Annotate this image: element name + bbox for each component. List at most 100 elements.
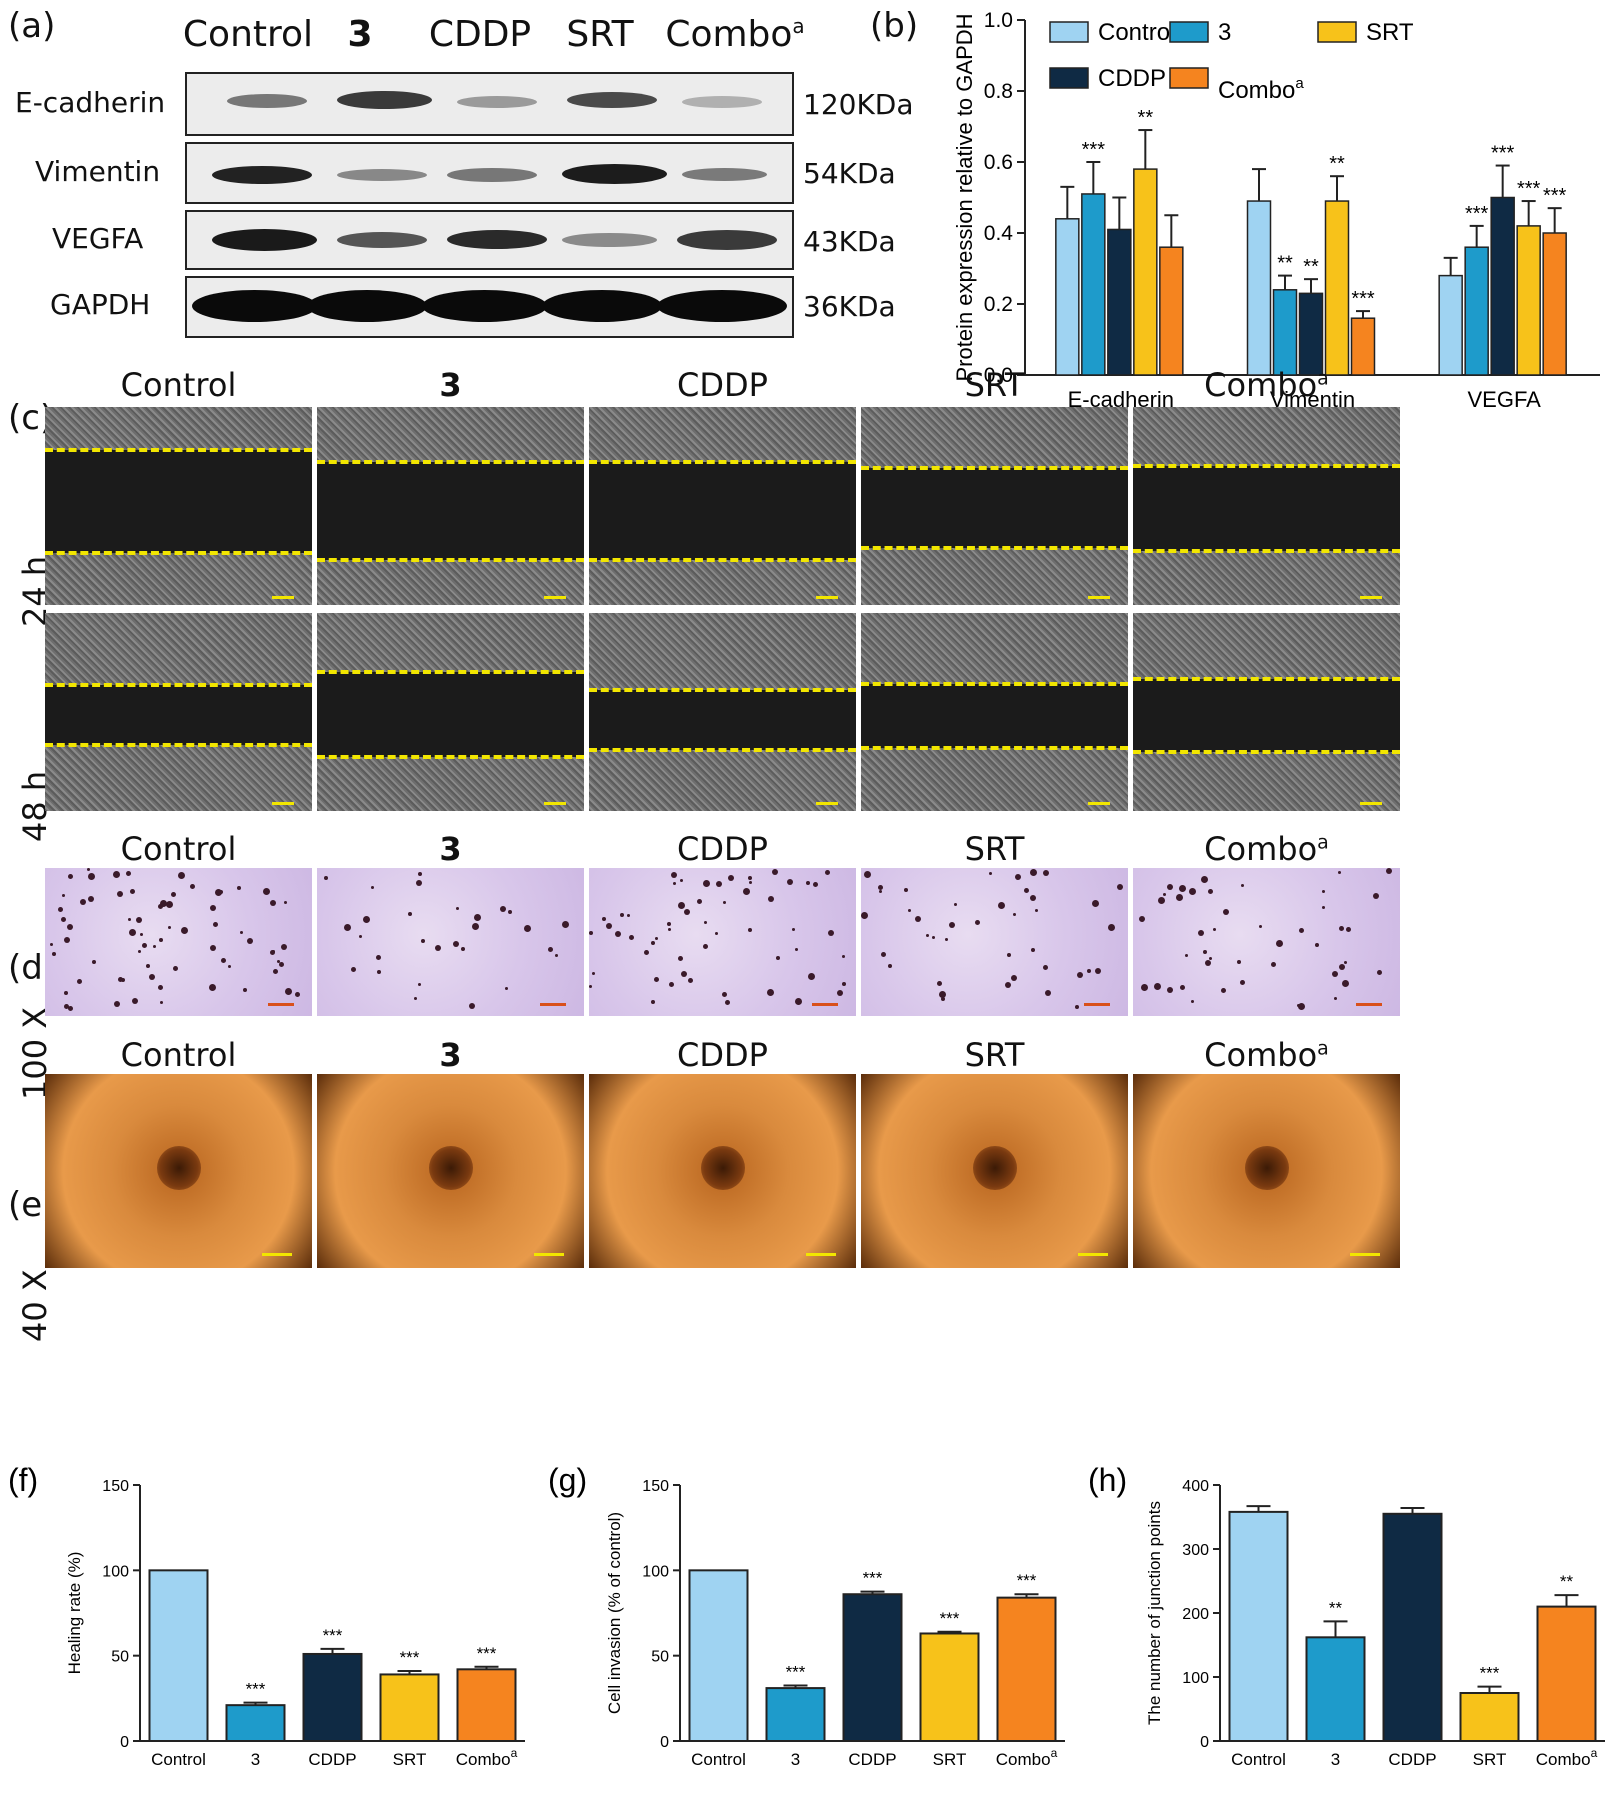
scale-bar (816, 596, 838, 599)
invaded-cell (684, 909, 690, 915)
invaded-cell (344, 924, 351, 931)
scratch-edge-line (45, 448, 312, 452)
invaded-cell (64, 991, 68, 995)
chart-b-ytick-label: 0.0 (984, 364, 1013, 387)
chart-b-sig: *** (1465, 203, 1489, 225)
invaded-cell (1179, 885, 1186, 892)
scale-bar (1350, 1253, 1380, 1256)
invaded-cell (1075, 1005, 1079, 1009)
wb-protein-vegfa: VEGFA (52, 222, 144, 255)
invaded-cell (1271, 962, 1276, 967)
invaded-cell (472, 923, 479, 930)
invaded-cell (795, 998, 802, 1005)
wb-band (447, 230, 547, 249)
invaded-cell (1180, 985, 1185, 990)
invaded-cell (1013, 913, 1016, 916)
chart-f-category: 3 (251, 1750, 260, 1769)
chart-f-category: Control (151, 1750, 206, 1769)
invaded-cell (949, 922, 955, 928)
invaded-cell (113, 871, 120, 878)
invaded-cell (1201, 876, 1208, 883)
scratch-image-24h-cddp (589, 407, 856, 605)
scratch-col-combo: Comboa (1204, 366, 1329, 404)
invaded-cell (806, 881, 810, 885)
invaded-cell (673, 882, 676, 885)
wb-kda-120: 120KDa (803, 88, 914, 121)
invaded-cell (88, 873, 95, 880)
wb-band (682, 96, 762, 108)
wb-kda-36: 36KDa (803, 290, 896, 323)
scratch-image-24h-control (45, 407, 312, 605)
invaded-cell (828, 930, 834, 936)
tube-center-cluster (1244, 1146, 1289, 1190)
invaded-cell (237, 886, 241, 890)
invaded-cell (989, 872, 992, 875)
invaded-cell (88, 896, 94, 902)
invaded-cell (975, 920, 980, 925)
tube-image-three (317, 1074, 584, 1268)
scratch-edge-line (45, 683, 312, 687)
invaded-cell (681, 971, 687, 977)
invaded-cell (363, 916, 370, 923)
invaded-cell (723, 901, 726, 904)
scratch-edge-line (861, 546, 1128, 550)
invaded-cell (767, 989, 774, 996)
invaded-cell (130, 889, 135, 894)
invaded-cell (842, 982, 846, 986)
chart-f-category: SRT (393, 1750, 427, 1769)
invaded-cell (1163, 893, 1166, 896)
invaded-cell (1158, 897, 1165, 904)
invaded-cell (1241, 884, 1244, 887)
tube-col-srt: SRT (964, 1036, 1025, 1074)
chart-b-bar-three (1272, 289, 1298, 376)
invaded-cell (787, 879, 793, 885)
invaded-cell (1030, 869, 1037, 876)
invaded-cell (1030, 895, 1036, 901)
chart-b-sig: ** (1277, 253, 1293, 275)
invaded-cell (1346, 927, 1351, 932)
chart-b-legend-swatch-srt (1317, 21, 1357, 43)
chart-b-legend-label-combo: Comboa (1218, 75, 1304, 104)
chart-b-bar-combo (1159, 246, 1184, 376)
invaded-cell (210, 945, 216, 951)
invaded-cell (1298, 1003, 1305, 1010)
invaded-cell (277, 960, 280, 963)
invaded-cell (998, 902, 1005, 909)
invaded-cell (1299, 928, 1304, 933)
invaded-cell (126, 871, 131, 876)
scratch-wound-gap (317, 672, 584, 757)
invaded-cell (221, 958, 226, 963)
invaded-cell (1108, 924, 1115, 931)
chart-b-bar-combo (1542, 232, 1567, 376)
invaded-cell (939, 991, 946, 998)
chart-h-bar-three (1305, 1636, 1366, 1743)
chart-b-ytick-label: 0.2 (984, 293, 1013, 316)
invaded-cell (129, 929, 136, 936)
invaded-cell (813, 882, 818, 887)
invaded-cell (68, 1006, 73, 1011)
invaded-cell (1339, 926, 1344, 931)
invaded-cell (279, 962, 284, 967)
wb-band (337, 91, 432, 109)
invaded-cell (1043, 870, 1049, 876)
wb-lane-cddp: CDDP (428, 14, 532, 55)
chart-f-ytick-label: 100 (102, 1563, 129, 1580)
invaded-cell (795, 948, 798, 951)
invaded-cell (92, 960, 96, 964)
invaded-cell (655, 937, 658, 940)
chart-g-category: Control (691, 1750, 746, 1769)
chart-b-bar-three (1464, 246, 1489, 376)
chart-b-bar-cddp (1107, 228, 1132, 376)
chart-f-bar-combo (456, 1668, 517, 1743)
wb-band (447, 168, 537, 182)
chart-h-ytick-label: 200 (1182, 1606, 1209, 1623)
tube-row-40x: 40 X (16, 1269, 54, 1342)
chart-f-category: Comboa (456, 1746, 518, 1769)
scratch-edge-line (861, 466, 1128, 470)
invaded-cell (77, 979, 82, 984)
wb-protein-vimentin: Vimentin (35, 155, 161, 188)
chart-g-category: CDDP (848, 1750, 896, 1769)
transwell-col-srt: SRT (964, 830, 1025, 868)
invaded-cell (1154, 983, 1161, 990)
scale-bar (272, 596, 294, 599)
